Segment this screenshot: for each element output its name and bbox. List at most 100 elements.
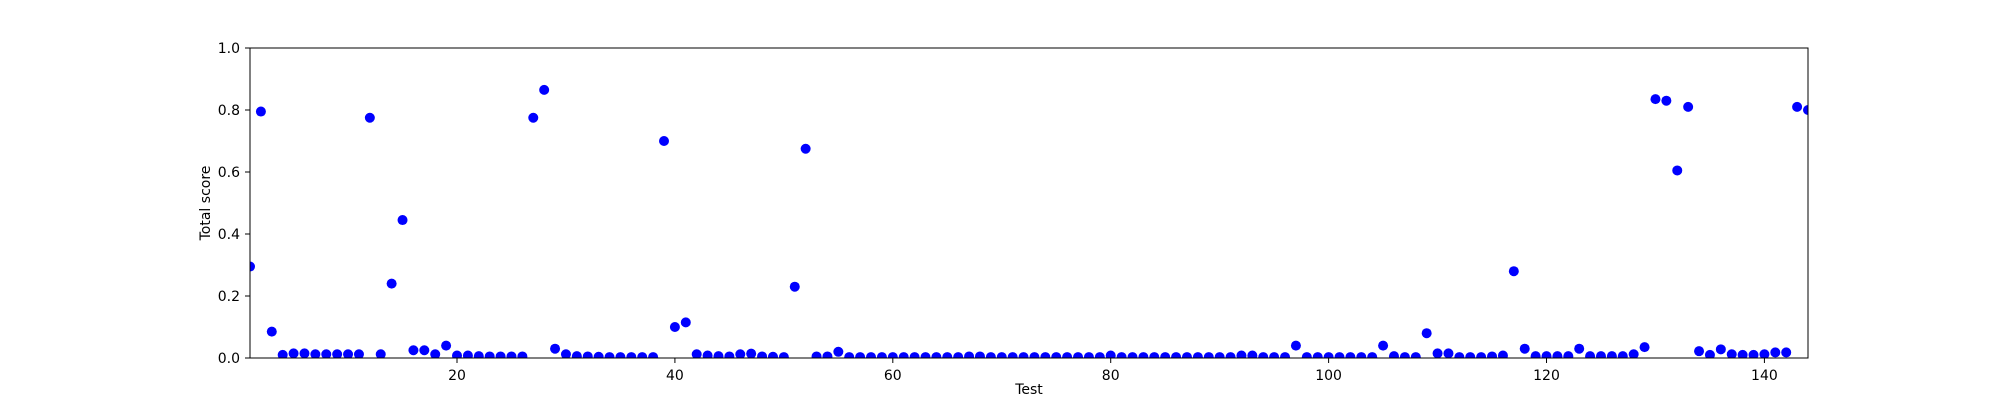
data-point bbox=[648, 352, 659, 358]
data-point bbox=[942, 352, 953, 358]
data-point bbox=[1149, 352, 1160, 358]
x-tick-label: 140 bbox=[1751, 368, 1778, 384]
data-point bbox=[1290, 340, 1301, 351]
x-tick-label: 20 bbox=[448, 368, 466, 384]
data-point bbox=[1258, 352, 1269, 358]
data-point bbox=[1356, 352, 1367, 358]
x-tick-label: 60 bbox=[884, 368, 902, 384]
data-point bbox=[789, 281, 800, 292]
data-point bbox=[1127, 352, 1138, 358]
data-point bbox=[1225, 352, 1236, 358]
data-point bbox=[452, 350, 463, 358]
data-point bbox=[887, 352, 898, 358]
data-point bbox=[1388, 351, 1399, 358]
data-point bbox=[473, 351, 484, 358]
data-point bbox=[1737, 349, 1748, 358]
data-point bbox=[1443, 348, 1454, 358]
data-point bbox=[1323, 352, 1334, 358]
data-point bbox=[1192, 352, 1203, 358]
data-point bbox=[800, 143, 811, 154]
data-point bbox=[310, 349, 321, 358]
data-point bbox=[735, 349, 746, 358]
data-point bbox=[1770, 347, 1781, 358]
data-point bbox=[844, 352, 855, 358]
data-point bbox=[615, 352, 626, 358]
data-point bbox=[441, 340, 452, 351]
data-point bbox=[1585, 351, 1596, 358]
data-point bbox=[964, 351, 975, 358]
data-point bbox=[757, 351, 768, 358]
data-point bbox=[1454, 352, 1465, 358]
data-point bbox=[1781, 347, 1792, 358]
y-tick-label: 0.2 bbox=[218, 289, 240, 305]
data-point bbox=[408, 345, 419, 356]
data-point bbox=[974, 351, 985, 358]
data-point bbox=[1301, 352, 1312, 358]
data-point bbox=[353, 349, 364, 358]
data-point bbox=[1541, 351, 1552, 358]
data-point bbox=[1574, 343, 1585, 354]
data-point bbox=[277, 349, 288, 358]
data-point bbox=[1650, 94, 1661, 105]
data-point bbox=[1051, 352, 1062, 358]
data-point bbox=[1247, 350, 1258, 358]
data-point bbox=[1236, 350, 1247, 358]
data-point bbox=[397, 215, 408, 226]
data-point bbox=[1792, 101, 1803, 112]
data-point bbox=[996, 352, 1007, 358]
data-point bbox=[637, 352, 648, 358]
data-point bbox=[920, 352, 931, 358]
data-point bbox=[1203, 352, 1214, 358]
data-point bbox=[691, 349, 702, 358]
x-tick-label: 100 bbox=[1315, 368, 1342, 384]
data-point bbox=[1497, 350, 1508, 358]
data-point bbox=[1803, 105, 1808, 115]
data-point bbox=[1661, 95, 1672, 106]
x-tick-label: 40 bbox=[666, 368, 684, 384]
data-point bbox=[1367, 352, 1378, 358]
data-point bbox=[386, 278, 397, 289]
data-point bbox=[321, 349, 332, 358]
data-point bbox=[604, 352, 615, 358]
data-point bbox=[550, 343, 561, 354]
data-point bbox=[1519, 343, 1530, 354]
data-point bbox=[1694, 346, 1705, 357]
data-point bbox=[1421, 328, 1432, 339]
data-point bbox=[909, 352, 920, 358]
data-point bbox=[343, 349, 354, 358]
data-point bbox=[767, 351, 778, 358]
data-point bbox=[724, 351, 735, 358]
data-point bbox=[1748, 349, 1759, 358]
data-point bbox=[484, 351, 495, 358]
data-point bbox=[495, 351, 506, 358]
y-tick-label: 1.0 bbox=[218, 41, 240, 57]
data-point bbox=[1410, 352, 1421, 358]
data-point bbox=[822, 351, 833, 358]
y-tick-label: 0.0 bbox=[218, 351, 240, 367]
data-point bbox=[582, 351, 593, 358]
data-point bbox=[1269, 352, 1280, 358]
data-point bbox=[1094, 352, 1105, 358]
data-point bbox=[539, 84, 550, 95]
data-point bbox=[953, 352, 964, 358]
data-point bbox=[833, 346, 844, 357]
data-point bbox=[1116, 352, 1127, 358]
data-point bbox=[680, 317, 691, 328]
data-point bbox=[1487, 351, 1498, 358]
data-point bbox=[1617, 351, 1628, 358]
data-point bbox=[375, 349, 386, 358]
data-point bbox=[332, 349, 343, 358]
data-point bbox=[626, 352, 637, 358]
data-point bbox=[1715, 344, 1726, 355]
data-point bbox=[855, 352, 866, 358]
data-point bbox=[1726, 349, 1737, 358]
data-point bbox=[1606, 351, 1617, 358]
data-point bbox=[593, 351, 604, 358]
data-point bbox=[1062, 352, 1073, 358]
data-point bbox=[1181, 352, 1192, 358]
data-point bbox=[1073, 352, 1084, 358]
data-point bbox=[1683, 101, 1694, 112]
data-point bbox=[1029, 352, 1040, 358]
